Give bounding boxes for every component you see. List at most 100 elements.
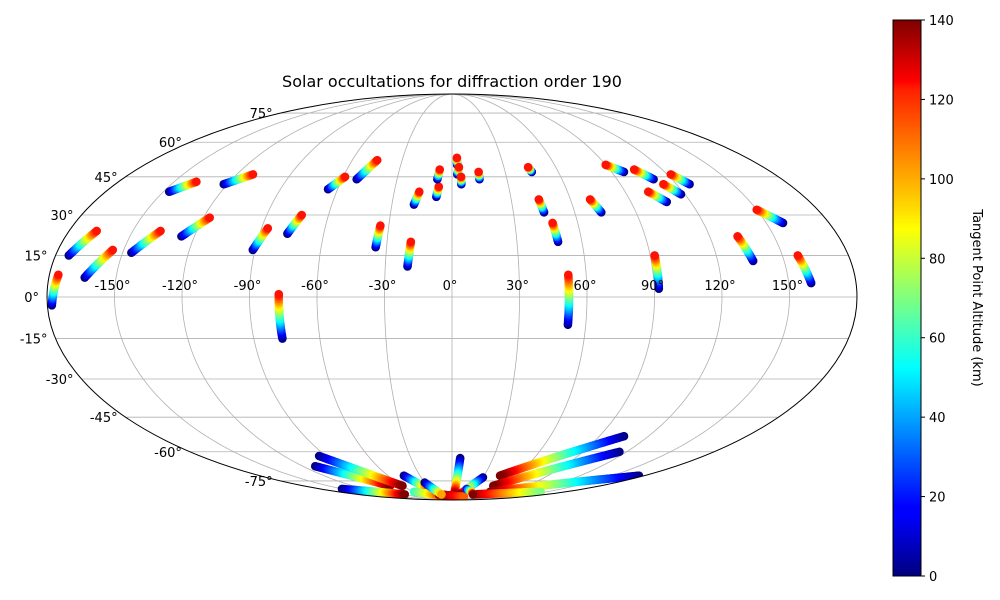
occultation-track [548, 218, 563, 247]
track-point [548, 218, 557, 228]
occultation-track [403, 237, 416, 271]
colorbar-label: Tangent Point Altitude (km) [969, 208, 984, 386]
lon-tick-label: 150° [772, 279, 803, 294]
track-point [601, 160, 610, 170]
track-point [650, 251, 659, 260]
occultation-track [643, 187, 672, 207]
track-point [452, 153, 462, 163]
track-point [659, 179, 668, 189]
lat-tick-label: -45° [90, 411, 118, 426]
track-point [340, 172, 350, 182]
chart-title: Solar occultations for diffraction order… [282, 72, 622, 91]
colorbar-tick-label: 40 [929, 411, 946, 426]
occultation-track [666, 170, 694, 189]
lat-tick-label: 75° [250, 107, 273, 122]
track-point [205, 213, 214, 222]
map-boundary [46, 93, 858, 501]
track-point [793, 251, 803, 260]
meridian-line [114, 94, 453, 500]
occultation-track [433, 165, 445, 184]
occultation-track [337, 484, 410, 499]
colorbar-gradient [892, 19, 922, 577]
occultation-track [733, 232, 758, 266]
track-point [454, 162, 464, 172]
track-point [248, 170, 258, 179]
lon-tick-label: 120° [704, 279, 735, 294]
lat-tick-label: 30° [50, 209, 73, 224]
occultation-track [420, 478, 446, 499]
occultation-track [585, 195, 606, 217]
track-point [437, 490, 446, 499]
track-point [629, 165, 639, 174]
colorbar-tick-label: 60 [929, 332, 946, 347]
track-point [274, 289, 284, 299]
occultation-track [219, 170, 258, 189]
occultation-track [650, 251, 664, 293]
colorbar-tick-label: 120 [929, 93, 954, 108]
lat-tick-label: -60° [154, 446, 182, 461]
lat-tick-label: 60° [159, 136, 182, 151]
track-point [372, 155, 382, 165]
track-point [585, 195, 595, 204]
track-point [468, 490, 478, 499]
track-point [400, 490, 410, 499]
track-point [459, 492, 469, 500]
occultation-track [127, 226, 165, 257]
occultation-track [64, 226, 101, 260]
latitude-ticks: 75° 60° 45° 30° 15° 0° -15° -30° -45° -60° -75° [20, 107, 273, 490]
graticule [47, 94, 857, 500]
occultation-track [274, 289, 287, 343]
track-point [752, 205, 762, 215]
occultation-track [629, 165, 658, 184]
lon-tick-label: -30° [369, 279, 397, 294]
meridian-line [249, 94, 453, 500]
colorbar-tick-label: 100 [929, 173, 954, 188]
colorbar-ticks: 0 20 40 60 80 100 120 140 [921, 14, 954, 585]
lon-tick-label: -60° [301, 279, 329, 294]
lon-tick-label: 0° [443, 279, 458, 294]
track-point [92, 226, 101, 236]
occultation-track [793, 251, 816, 288]
occultation-track [314, 451, 407, 491]
occultation-track [371, 221, 385, 252]
lon-tick-label: -120° [162, 279, 198, 294]
track-point [435, 165, 445, 174]
lon-tick-label: -150° [94, 279, 130, 294]
meridian-line [451, 94, 588, 500]
colorbar-tick-label: 20 [929, 491, 946, 506]
track-point [456, 172, 466, 182]
track-point [192, 177, 201, 187]
occultation-track [563, 270, 574, 330]
track-point [414, 187, 424, 197]
lon-tick-label: -90° [234, 279, 262, 294]
track-point [564, 270, 573, 280]
occultation-track [409, 187, 424, 209]
occultation-track [523, 162, 537, 177]
occultation-track [468, 487, 546, 499]
lon-tick-label: 30° [506, 279, 529, 294]
track-point [376, 221, 385, 230]
lat-tick-label: 45° [95, 171, 118, 186]
lat-tick-label: 15° [25, 249, 48, 264]
occultation-track [283, 210, 307, 238]
track-point [406, 237, 416, 247]
occultation-track [474, 167, 484, 184]
lat-tick-label: -15° [20, 333, 48, 348]
track-point [263, 223, 273, 233]
track-point [474, 167, 483, 177]
occultation-track [456, 172, 466, 189]
meridian-line [451, 94, 520, 500]
occultation-track [248, 223, 273, 255]
lat-tick-label: -30° [46, 373, 74, 388]
colorbar-tick-label: 80 [929, 252, 946, 267]
occultation-track [352, 155, 382, 184]
occultation-track [47, 270, 63, 310]
track-point [108, 245, 118, 255]
track-point [54, 270, 63, 280]
occultation-track [495, 431, 629, 480]
occultation-track [534, 195, 549, 217]
track-point [156, 226, 165, 236]
occultation-track [432, 182, 444, 202]
colorbar-tick-label: 140 [929, 14, 954, 29]
